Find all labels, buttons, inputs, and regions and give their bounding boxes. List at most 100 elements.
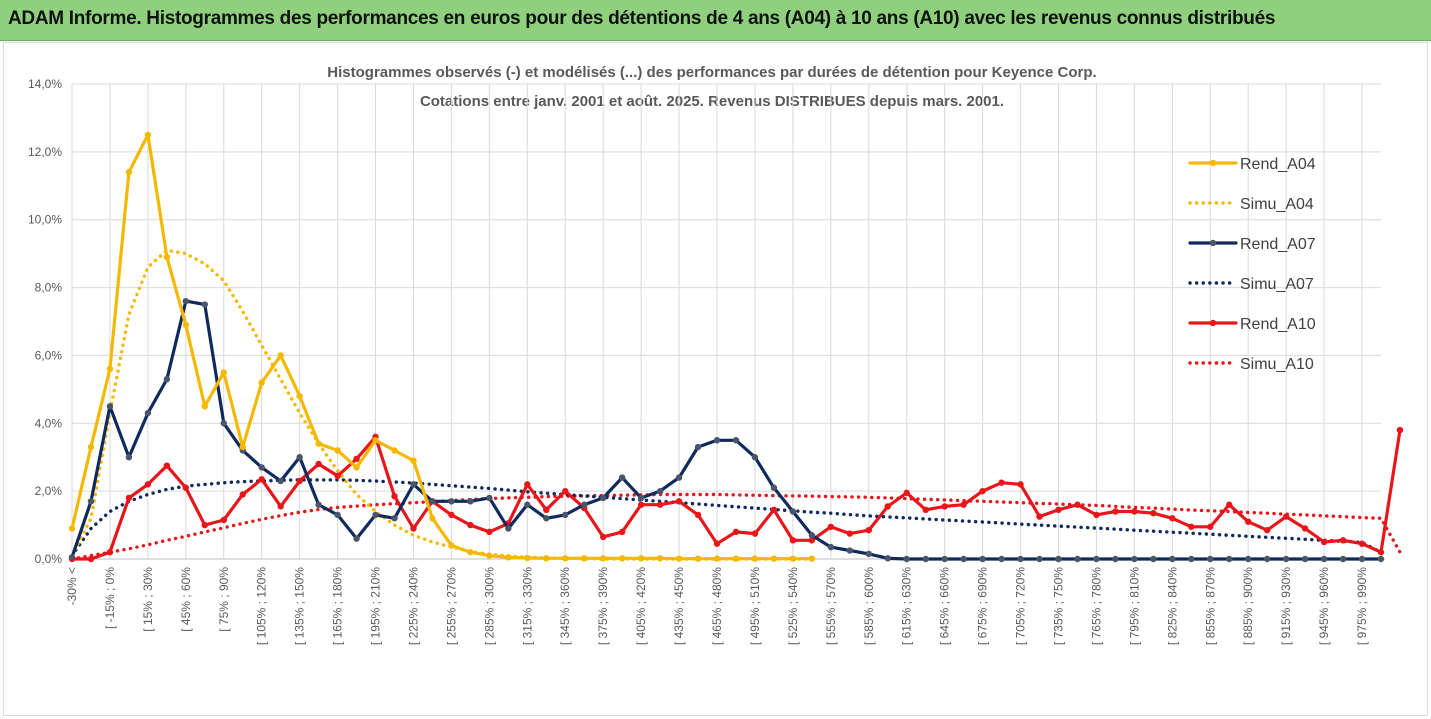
series-line-rend-a07 <box>70 299 1383 561</box>
data-point-rend-a10 <box>1226 501 1233 508</box>
data-point-rend-a07 <box>391 515 398 522</box>
legend-item-rend-a07: Rend_A07 <box>1188 236 1316 253</box>
data-point-rend-a07 <box>163 375 171 383</box>
data-point-rend-a10 <box>1112 508 1119 515</box>
data-point-rend-a07 <box>277 477 284 485</box>
series-rend-a04 <box>68 131 816 562</box>
data-point-rend-a10 <box>87 555 95 563</box>
x-tick-label: [ 735% ; 750% <box>1051 567 1065 645</box>
data-point-rend-a04 <box>429 515 436 522</box>
data-point-rend-a07 <box>1320 555 1328 563</box>
data-point-rend-a04 <box>637 555 645 562</box>
data-point-rend-a07 <box>1055 555 1062 563</box>
legend-marker <box>1209 159 1217 167</box>
data-point-rend-a07 <box>979 555 986 563</box>
data-point-rend-a10 <box>789 537 797 544</box>
data-point-rend-a10 <box>1036 513 1043 520</box>
data-point-rend-a10 <box>732 528 740 536</box>
data-point-rend-a10 <box>334 472 341 480</box>
legend-item-simu-a10: Simu_A10 <box>1188 356 1314 373</box>
data-point-rend-a07 <box>732 437 740 444</box>
x-tick-label: [ 495% ; 510% <box>748 567 762 645</box>
data-point-rend-a04 <box>277 352 284 359</box>
data-point-rend-a07 <box>315 501 322 508</box>
legend-label: Rend_A07 <box>1240 236 1316 253</box>
data-point-rend-a10 <box>1017 481 1024 488</box>
data-point-rend-a10 <box>751 530 759 537</box>
data-point-rend-a10 <box>846 530 854 537</box>
x-tick-label: [ 195% ; 210% <box>369 567 383 645</box>
x-tick-label: [ 435% ; 450% <box>672 567 686 645</box>
data-point-rend-a10 <box>1320 538 1328 546</box>
data-point-rend-a10 <box>524 481 531 488</box>
data-point-rend-a07 <box>334 511 341 519</box>
legend-item-simu-a07: Simu_A07 <box>1188 276 1314 293</box>
data-point-rend-a04 <box>182 321 190 329</box>
data-point-rend-a04 <box>106 365 114 373</box>
x-tick-label: [ 105% ; 120% <box>255 567 269 645</box>
x-tick-label: [ 15% ; 30% <box>141 567 155 632</box>
x-tick-label: [ 165% ; 180% <box>331 567 345 645</box>
data-point-rend-a07 <box>1169 555 1176 563</box>
data-point-rend-a07 <box>182 297 190 305</box>
y-tick-label: 8,0% <box>35 281 63 295</box>
data-point-rend-a10 <box>808 537 816 544</box>
data-point-rend-a10 <box>277 503 284 510</box>
data-point-rend-a04 <box>770 555 778 562</box>
series-simu-a10 <box>70 492 1402 561</box>
data-point-rend-a04 <box>656 555 664 562</box>
data-point-rend-a10 <box>1188 523 1195 530</box>
data-point-rend-a07 <box>201 301 208 308</box>
data-point-rend-a10 <box>618 528 626 536</box>
data-point-rend-a10 <box>922 506 929 514</box>
y-tick-label: 12,0% <box>28 145 62 159</box>
series-simu-a04 <box>70 248 814 561</box>
data-point-rend-a10 <box>1150 509 1157 517</box>
x-tick-label: [ 765% ; 780% <box>1089 567 1103 645</box>
legend-marker <box>1209 239 1217 247</box>
data-point-rend-a10 <box>865 526 872 534</box>
data-point-rend-a04 <box>68 525 76 532</box>
data-point-rend-a07 <box>618 474 626 481</box>
data-point-rend-a04 <box>163 253 171 261</box>
data-point-rend-a07 <box>922 555 929 563</box>
x-tick-label: [ 555% ; 570% <box>824 567 838 645</box>
data-point-rend-a04 <box>239 443 246 451</box>
data-point-rend-a10 <box>884 503 891 510</box>
data-point-rend-a07 <box>599 494 607 502</box>
data-point-rend-a04 <box>713 555 721 562</box>
data-point-rend-a10 <box>1074 501 1081 508</box>
data-point-rend-a04 <box>808 555 816 562</box>
x-tick-label: [ 585% ; 600% <box>862 567 876 645</box>
data-point-rend-a07 <box>1377 555 1385 563</box>
data-point-rend-a07 <box>846 547 854 554</box>
data-point-rend-a04 <box>732 555 740 562</box>
legend-item-rend-a04: Rend_A04 <box>1188 156 1316 173</box>
data-point-rend-a10 <box>1377 549 1385 556</box>
data-point-rend-a07 <box>486 494 493 502</box>
x-tick-label: [ 945% ; 960% <box>1317 567 1331 645</box>
data-point-rend-a04 <box>751 555 759 562</box>
data-point-rend-a07 <box>713 437 721 444</box>
data-point-rend-a07 <box>1245 555 1252 563</box>
data-point-rend-a07 <box>467 498 474 505</box>
x-tick-label: [ 825% ; 840% <box>1165 567 1179 645</box>
x-axis-tick-labels: -30% < [ -15% ; 0% [ 15% ; 30% [ 45% ; 60% [… <box>65 567 1369 645</box>
data-point-rend-a10 <box>1358 540 1366 547</box>
x-tick-label: [ 45% ; 60% <box>179 567 193 632</box>
data-point-rend-a10 <box>941 503 948 510</box>
data-point-rend-a10 <box>467 521 474 529</box>
y-tick-label: 14,0% <box>28 77 62 91</box>
legend-label: Simu_A07 <box>1240 276 1314 293</box>
data-point-rend-a07 <box>770 484 778 491</box>
data-point-rend-a10 <box>1207 523 1214 530</box>
data-point-rend-a04 <box>675 555 683 562</box>
data-point-rend-a07 <box>296 454 303 461</box>
x-tick-label: [ 525% ; 540% <box>786 567 800 645</box>
data-point-rend-a10 <box>1245 518 1252 525</box>
series-line-rend-a10 <box>70 428 1402 561</box>
x-tick-label: [ 135% ; 150% <box>293 567 307 645</box>
data-point-rend-a07 <box>998 555 1005 563</box>
x-tick-label: [ 405% ; 420% <box>634 567 648 645</box>
data-point-rend-a04 <box>391 447 398 454</box>
